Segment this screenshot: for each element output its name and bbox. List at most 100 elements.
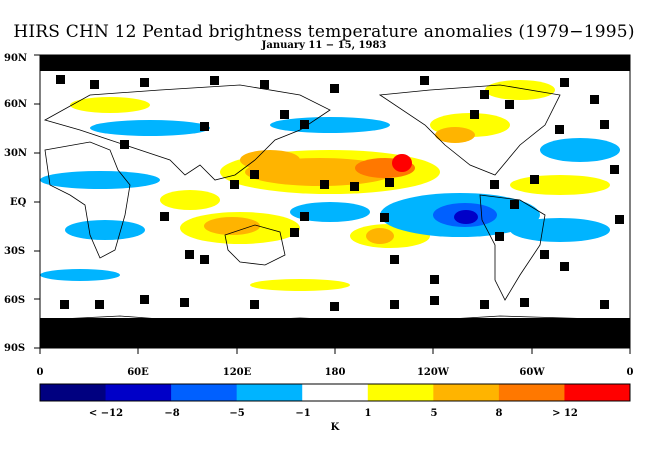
missing-data-cell — [430, 275, 439, 284]
missing-data-cell — [200, 255, 209, 264]
missing-data-cell — [160, 212, 169, 221]
missing-data-cell — [350, 182, 359, 191]
missing-data-cell — [330, 84, 339, 93]
colorbar-legend: < −12 −8 −5 −1 1 5 8 > 12 K — [39, 383, 631, 433]
warm-anomaly-atlantic — [510, 175, 610, 195]
missing-data-cell — [540, 250, 549, 259]
warm-anomaly-europe — [70, 97, 150, 113]
lon-label-180: 180 — [325, 367, 346, 378]
missing-data-cell — [140, 78, 149, 87]
missing-data-cell — [560, 262, 569, 271]
colorbar-tick-8: 8 — [496, 408, 503, 419]
missing-data-cell — [230, 180, 239, 189]
missing-data-cell — [320, 180, 329, 189]
warm-anomaly-canada — [485, 80, 555, 100]
lat-label-60s: 60S — [4, 295, 25, 306]
missing-data-cell — [610, 165, 619, 174]
cold-anomaly-north-atlantic — [540, 138, 620, 162]
cold-anomaly-south-atlantic — [510, 218, 610, 242]
missing-data-cell — [260, 80, 269, 89]
colorbar-bin-3 — [236, 384, 303, 401]
map-title: HIRS CHN 12 Pentad brightness temperatur… — [13, 22, 635, 42]
map-panel — [39, 54, 631, 349]
missing-data-cell — [470, 110, 479, 119]
missing-data-cell — [615, 215, 624, 224]
missing-data-cell — [495, 232, 504, 241]
colorbar-bin-6 — [433, 384, 500, 401]
colorbar-tick-gt-12: > 12 — [552, 408, 578, 419]
lon-label-60e: 60E — [127, 367, 149, 378]
colorbar-tick-5: 5 — [431, 408, 438, 419]
missing-data-cell — [56, 75, 65, 84]
coastline-layer — [39, 84, 631, 323]
cold-anomaly-eurasia — [90, 120, 210, 136]
warm-anomaly-east-asia — [240, 150, 300, 170]
africa-coastline — [44, 141, 131, 259]
colorbar-unit-label: K — [331, 422, 340, 433]
warm-anomaly-north-america-core — [435, 127, 475, 143]
lat-label-90n: 90N — [4, 53, 27, 64]
lon-label-0: 0 — [37, 367, 44, 378]
missing-data-cell — [520, 298, 529, 307]
cold-anomaly-north-pacific-high — [270, 117, 390, 133]
map-subtitle: January 11 − 15, 1983 — [261, 40, 387, 51]
colorbar-bin-0 — [40, 384, 107, 401]
cold-anomaly-africa-south — [65, 220, 145, 240]
north-america-coastline — [378, 84, 561, 176]
missing-data-cell — [560, 78, 569, 87]
missing-data-cell — [600, 120, 609, 129]
missing-data-cell — [200, 122, 209, 131]
cold-anomaly-east-pacific-peak — [454, 210, 478, 224]
missing-data-cell — [250, 170, 259, 179]
missing-data-cell — [480, 90, 489, 99]
missing-data-cell — [280, 110, 289, 119]
colorbar-tick-minus-1: −1 — [295, 408, 310, 419]
colorbar-bin-1 — [105, 384, 172, 401]
missing-data-cell — [95, 300, 104, 309]
lat-label-eq: EQ — [10, 197, 27, 208]
lat-label-30s: 30S — [4, 246, 25, 257]
lon-label-60w: 60W — [519, 367, 545, 378]
missing-data-cell — [390, 255, 399, 264]
missing-data-cell — [420, 76, 429, 85]
colorbar-bin-7 — [498, 384, 565, 401]
cold-anomaly-africa-north — [40, 171, 160, 189]
antarctica-coastline — [39, 315, 631, 323]
missing-data-cell — [90, 80, 99, 89]
missing-data-cell — [555, 125, 564, 134]
colorbar-bin-2 — [171, 384, 238, 401]
cold-anomaly-southern-ocean — [40, 269, 120, 281]
australia-coastline — [224, 224, 286, 266]
missing-data-cell — [60, 300, 69, 309]
missing-data-cell — [300, 212, 309, 221]
warm-anomaly-south-pacific-core — [366, 228, 394, 244]
missing-data-cell — [140, 295, 149, 304]
missing-data-cell — [250, 300, 259, 309]
missing-data-cell — [490, 180, 499, 189]
lon-label-0-east: 0 — [627, 367, 634, 378]
longitude-axis: 0 60E 120E 180 120W 60W 0 — [37, 348, 634, 378]
latitude-axis: 90N 60N 30N EQ 30S 60S 90S — [4, 53, 40, 354]
south-america-coastline — [479, 194, 546, 301]
missing-data-cell — [330, 302, 339, 311]
missing-data-cell — [210, 76, 219, 85]
missing-data-cell — [510, 200, 519, 209]
missing-data-cell — [180, 298, 189, 307]
missing-band-north — [40, 55, 630, 71]
lat-label-90s: 90S — [4, 343, 25, 354]
missing-data-cell — [380, 213, 389, 222]
missing-data-layer — [56, 75, 624, 311]
colorbar-bin-5 — [367, 384, 434, 401]
lat-label-30n: 30N — [4, 148, 27, 159]
missing-data-cell — [480, 300, 489, 309]
colorbar-tick-lt-12: < −12 — [89, 408, 123, 419]
missing-band-south — [40, 318, 630, 348]
lon-label-120e: 120E — [223, 367, 252, 378]
colorbar-frame — [39, 383, 631, 402]
missing-data-cell — [185, 250, 194, 259]
missing-data-cell — [300, 120, 309, 129]
warm-anomaly-australia — [204, 217, 260, 235]
lon-label-120w: 120W — [417, 367, 450, 378]
warm-anomaly-indian-ocean — [160, 190, 220, 210]
